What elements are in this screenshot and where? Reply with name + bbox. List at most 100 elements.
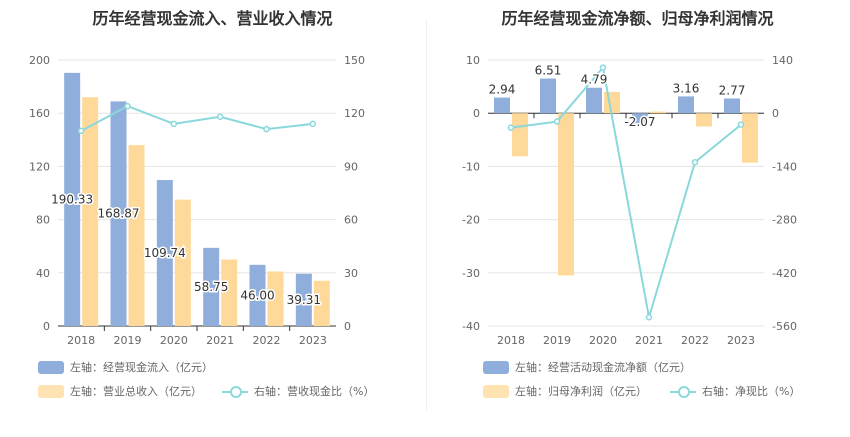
- bar-series1: [632, 113, 648, 125]
- right-axis-tick-label: -560: [772, 320, 797, 333]
- left-axis-tick-label: -10: [462, 160, 480, 173]
- x-axis-tick-label: 2020: [160, 334, 188, 347]
- ratio-point: [263, 125, 270, 133]
- ratio-point: [599, 64, 607, 71]
- legend-swatch-orange: [483, 384, 509, 398]
- right-axis-tick-label: 60: [344, 214, 358, 227]
- ratio-point: [507, 124, 515, 131]
- bar-series2: [221, 259, 238, 326]
- bar-series2: [742, 113, 758, 163]
- data-label: 46.00: [240, 288, 274, 302]
- x-axis-tick-label: 2023: [299, 334, 327, 347]
- bar-series2: [174, 199, 191, 326]
- bar-series1: [249, 264, 266, 326]
- x-axis-tick-label: 2018: [497, 334, 525, 347]
- right-axis-tick-label: -420: [772, 267, 797, 280]
- panel-divider: [426, 20, 427, 410]
- bar-series2: [82, 97, 99, 327]
- bar-series2: [558, 113, 574, 276]
- bar-series2: [696, 113, 712, 127]
- legend-swatch-blue: [483, 360, 509, 374]
- right-chart-panel: 历年经营现金流净额、归母净利润情况 -40 -30 -20 -10 0 10 -560 -42…: [425, 0, 850, 437]
- x-axis-tick-label: 2022: [253, 334, 281, 347]
- legend-swatch-blue: [38, 360, 64, 374]
- ratio-point: [691, 158, 699, 166]
- bar-series1: [586, 87, 602, 114]
- right-axis-tick-label: -280: [772, 214, 797, 227]
- ratio-point: [124, 102, 131, 110]
- legend-swatch-line: [222, 385, 248, 398]
- right-legend-label-netcash: 左轴：经营活动现金流净额（亿元）: [515, 361, 691, 374]
- right-chart-svg: -40 -30 -20 -10 0 10 -560 -420 -280 -140 0 140 2018 2…: [462, 54, 797, 347]
- data-label: 190.33: [51, 192, 93, 206]
- bar-series1: [724, 98, 740, 114]
- data-label: 2.94: [489, 83, 516, 97]
- right-axis-tick-label: -140: [772, 160, 797, 173]
- right-legend-item-netcash[interactable]: 左轴：经营活动现金流净额（亿元）: [483, 359, 691, 375]
- bar-series2: [313, 280, 330, 326]
- bar-series1: [110, 101, 127, 327]
- ratio-line: [510, 65, 742, 318]
- x-axis-tick-label: 2021: [206, 334, 234, 347]
- ratio-point: [737, 121, 745, 128]
- data-label: 6.51: [535, 64, 562, 78]
- left-axis-tick-label: 160: [29, 107, 50, 120]
- ratio-line: [80, 105, 313, 132]
- left-axis-tick-label: 200: [29, 54, 50, 67]
- left-chart-panel: 历年经营现金流入、营业收入情况 0 40 80 120 160 200 0 30 60 90 120…: [29, 9, 374, 399]
- left-chart-title: 历年经营现金流入、营业收入情况: [92, 9, 333, 28]
- left-axis-tick-label: -40: [462, 320, 480, 333]
- bar-series1: [203, 247, 220, 326]
- ratio-point: [170, 120, 178, 128]
- right-axis-tick-label: 140: [772, 54, 793, 67]
- ratio-point: [553, 118, 561, 125]
- data-label: 39.31: [287, 293, 321, 307]
- bar-series2: [604, 91, 620, 114]
- left-axis-tick-label: 10: [466, 54, 480, 67]
- bar-series2: [128, 145, 145, 326]
- x-axis-tick-label: 2018: [67, 334, 95, 347]
- right-legend-label-ratio: 右轴：净现比（%）: [702, 385, 801, 398]
- right-axis-tick-label: 0: [344, 320, 351, 333]
- x-axis-tick-label: 2022: [681, 334, 709, 347]
- left-axis-tick-label: 40: [36, 267, 50, 280]
- right-legend-item-profit[interactable]: 左轴：归母净利润（亿元）: [483, 383, 647, 399]
- x-axis-tick-label: 2023: [727, 334, 755, 347]
- bar-series1: [540, 78, 556, 114]
- left-legend-item-ratio[interactable]: 右轴：营收现金比（%）: [222, 383, 374, 399]
- right-legend-label-profit: 左轴：归母净利润（亿元）: [515, 385, 647, 398]
- left-legend-label-inflow: 左轴：经营现金流入（亿元）: [70, 361, 213, 374]
- left-axis-tick-label: 0: [473, 107, 480, 120]
- data-label: 168.87: [98, 207, 140, 221]
- right-legend-item-ratio[interactable]: 右轴：净现比（%）: [670, 383, 800, 399]
- left-legend-item-inflow[interactable]: 左轴：经营现金流入（亿元）: [38, 359, 213, 375]
- bar-series1: [678, 96, 694, 114]
- data-label: 58.75: [194, 280, 228, 294]
- left-legend-item-revenue[interactable]: 左轴：营业总收入（亿元）: [38, 383, 202, 399]
- x-axis-tick-label: 2019: [114, 334, 142, 347]
- left-axis-tick-label: -20: [462, 214, 480, 227]
- ratio-point: [216, 113, 224, 120]
- x-axis-tick-label: 2019: [543, 334, 571, 347]
- bar-series1: [156, 180, 173, 326]
- right-axis-tick-label: 150: [344, 54, 365, 67]
- left-axis-tick-label: 80: [36, 214, 50, 227]
- bar-series2: [267, 271, 284, 326]
- left-legend-label-ratio: 右轴：营收现金比（%）: [254, 385, 375, 398]
- left-chart-svg: 0 40 80 120 160 200 0 30 60 90 120 150 2018 2019 2020 2…: [29, 54, 365, 347]
- ratio-point: [309, 120, 317, 128]
- data-label: 2.77: [719, 83, 746, 97]
- left-axis-tick-label: -30: [462, 267, 480, 280]
- right-chart-title: 历年经营现金流净额、归母净利润情况: [501, 9, 774, 28]
- bar-series1: [295, 273, 312, 326]
- ratio-point: [645, 314, 653, 321]
- bar-series1: [494, 97, 510, 114]
- left-legend-label-revenue: 左轴：营业总收入（亿元）: [70, 385, 202, 398]
- right-axis-tick-label: 120: [344, 107, 365, 120]
- data-label: 3.16: [673, 81, 700, 95]
- data-label: -2.07: [624, 115, 655, 129]
- legend-swatch-orange: [38, 384, 64, 398]
- x-axis-tick-label: 2021: [635, 334, 663, 347]
- bar-series1: [64, 72, 81, 326]
- x-axis-tick-label: 2020: [589, 334, 617, 347]
